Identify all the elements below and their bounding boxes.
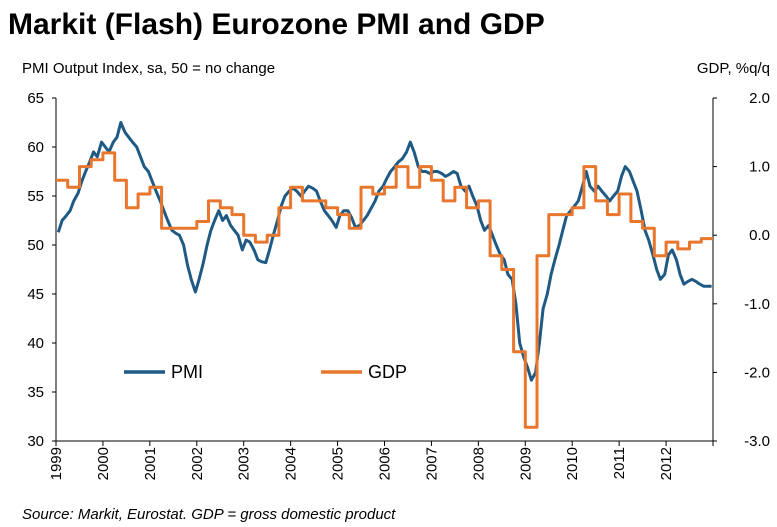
x-tick-label: 2003	[236, 447, 253, 480]
x-tick-label: 2006	[377, 447, 394, 480]
right-tick-label: -3.0	[744, 433, 770, 450]
x-tick-label: 2010	[564, 447, 581, 480]
source-note: Source: Markit, Eurostat. GDP = gross do…	[22, 506, 396, 523]
left-tick-label: 35	[27, 384, 44, 401]
x-tick-label: 2008	[470, 447, 487, 480]
right-axis-ticks: 2.0 1.0 0.0 -1.0 -2.0 -3.0	[713, 90, 770, 450]
axes	[55, 98, 714, 442]
left-tick-label: 55	[27, 188, 44, 205]
left-tick-label: 30	[27, 433, 44, 450]
chart-title: Markit (Flash) Eurozone PMI and GDP	[8, 8, 545, 41]
right-axis-label: GDP, %q/q	[697, 60, 770, 77]
left-tick-label: 45	[27, 286, 44, 303]
left-axis-label: PMI Output Index, sa, 50 = no change	[22, 60, 275, 77]
x-tick-label: 2001	[142, 447, 159, 480]
left-tick-label: 60	[27, 139, 44, 156]
x-axis-ticks: 1999 2000 2001 2002 2003 2004 2005 2006 2007 2008…	[48, 441, 714, 480]
right-tick-label: 2.0	[749, 90, 770, 107]
x-tick-label: 2002	[189, 447, 206, 480]
x-tick-label: 1999	[48, 447, 65, 480]
x-tick-label: 2005	[330, 447, 347, 480]
left-axis-ticks: 65 60 55 50 45 40 35 30	[27, 90, 56, 450]
series-line-gdp	[56, 151, 713, 429]
left-tick-label: 40	[27, 335, 44, 352]
x-tick-label: 2000	[95, 447, 112, 480]
right-tick-label: -1.0	[744, 296, 770, 313]
x-tick-label: 2012	[658, 447, 675, 480]
x-tick-label: 2007	[423, 447, 440, 480]
right-tick-label: -2.0	[744, 364, 770, 381]
legend-label-gdp: GDP	[368, 362, 407, 382]
series-lines	[56, 121, 713, 429]
right-tick-label: 0.0	[749, 227, 770, 244]
legend: PMI GDP	[124, 362, 407, 382]
left-tick-label: 65	[27, 90, 44, 107]
x-tick-label: 2009	[517, 447, 534, 480]
legend-label-pmi: PMI	[171, 362, 203, 382]
series-line-pmi	[56, 121, 712, 382]
left-tick-label: 50	[27, 237, 44, 254]
right-tick-label: 1.0	[749, 159, 770, 176]
x-tick-label: 2011	[611, 447, 628, 479]
x-tick-label: 2004	[283, 447, 300, 480]
